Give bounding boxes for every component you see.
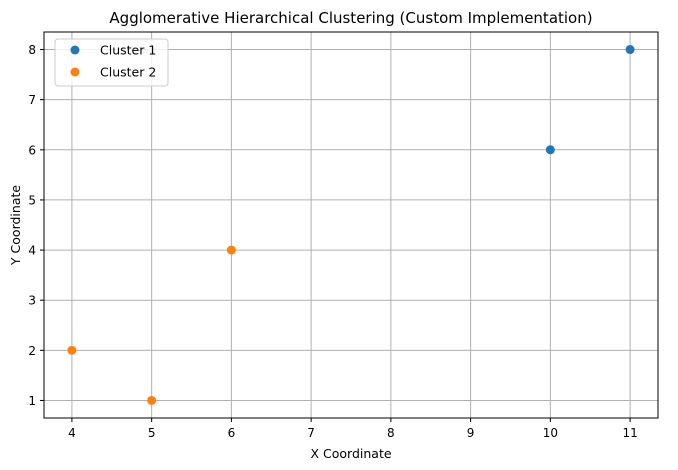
legend-label-cluster-1: Cluster 1	[100, 43, 156, 58]
data-points	[67, 45, 635, 405]
legend-marker-cluster-2	[70, 67, 80, 77]
x-tick-label: 4	[68, 426, 76, 440]
x-tick-label: 7	[307, 426, 315, 440]
chart-title: Agglomerative Hierarchical Clustering (C…	[109, 9, 592, 27]
legend-box	[54, 38, 169, 87]
cluster-2-point	[226, 245, 236, 255]
legend: Cluster 1 Cluster 2	[54, 38, 169, 87]
y-axis-label: Y Coordinate	[8, 185, 23, 266]
cluster-2-point	[67, 345, 77, 355]
y-tick-label: 5	[28, 193, 36, 207]
y-tick-label: 2	[28, 344, 36, 358]
plot-frame	[43, 31, 659, 419]
x-tick-label: 9	[467, 426, 475, 440]
x-axis-label: X Coordinate	[310, 446, 391, 461]
legend-label-cluster-2: Cluster 2	[100, 65, 156, 80]
legend-marker-cluster-1	[70, 45, 80, 55]
cluster-1-point	[545, 145, 555, 155]
x-tick-label: 8	[387, 426, 395, 440]
y-tick-label: 1	[28, 394, 36, 408]
cluster-1-point	[625, 45, 635, 55]
cluster-2-point	[147, 395, 157, 405]
y-tick-label: 8	[28, 43, 36, 57]
y-tick-label: 6	[28, 143, 36, 157]
plot-area	[44, 32, 658, 418]
grid	[44, 32, 658, 418]
x-tick-label: 11	[622, 426, 637, 440]
x-tick-label: 6	[228, 426, 236, 440]
y-tick-label: 7	[28, 93, 36, 107]
x-tick-label: 5	[148, 426, 156, 440]
y-tick-label: 4	[28, 244, 36, 258]
x-tick-label: 10	[543, 426, 558, 440]
y-tick-label: 3	[28, 294, 36, 308]
